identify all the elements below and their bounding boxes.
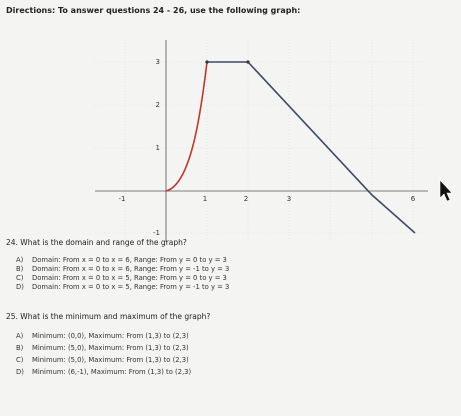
option: Domain: From x = 0 to x = 6, Range: From… [32, 256, 227, 264]
option: Domain: From x = 0 to x = 5, Range: From… [32, 274, 227, 282]
option-letter: A) [16, 332, 24, 340]
grid [95, 40, 425, 240]
question: 25. What is the minimum and maximum of t… [6, 312, 211, 321]
option: Minimum: (5,0), Maximum: From (1,3) to (… [32, 356, 189, 364]
option-letter: B) [16, 265, 24, 273]
x-tick-label: 2 [244, 195, 248, 203]
curve [165, 61, 208, 192]
x-tick-label: -1 [119, 195, 126, 203]
y-tick-label: 1 [156, 144, 160, 152]
directions: Directions: To answer questions 24 - 26,… [6, 6, 301, 15]
x-tick-label: 1 [203, 195, 207, 203]
x-tick-label: 3 [287, 195, 291, 203]
x-tick-label: 6 [411, 195, 416, 203]
option-letter: A) [16, 256, 24, 264]
option-letter: D) [16, 283, 24, 291]
option: Minimum: (0,0), Maximum: From (1,3) to (… [32, 332, 189, 340]
option-letter: C) [16, 274, 24, 282]
y-tick-label: -1 [153, 229, 160, 237]
points [205, 60, 250, 64]
option-letter: D) [16, 368, 24, 376]
option: Domain: From x = 0 to x = 5, Range: From… [32, 283, 230, 291]
y-tick-label: 2 [156, 101, 160, 109]
option: Minimum: (5,0), Maximum: From (1,3) to (… [32, 344, 189, 352]
option-letter: B) [16, 344, 24, 352]
option-letter: C) [16, 356, 24, 364]
cursor [439, 179, 453, 202]
option: Domain: From x = 0 to x = 6, Range: From… [32, 265, 230, 273]
y-tick-label: 3 [156, 58, 160, 66]
line [207, 61, 416, 234]
question: 24. What is the domain and range of the … [6, 238, 187, 247]
option: Minimum: (6,-1), Maximum: From (1,3) to … [32, 368, 192, 376]
